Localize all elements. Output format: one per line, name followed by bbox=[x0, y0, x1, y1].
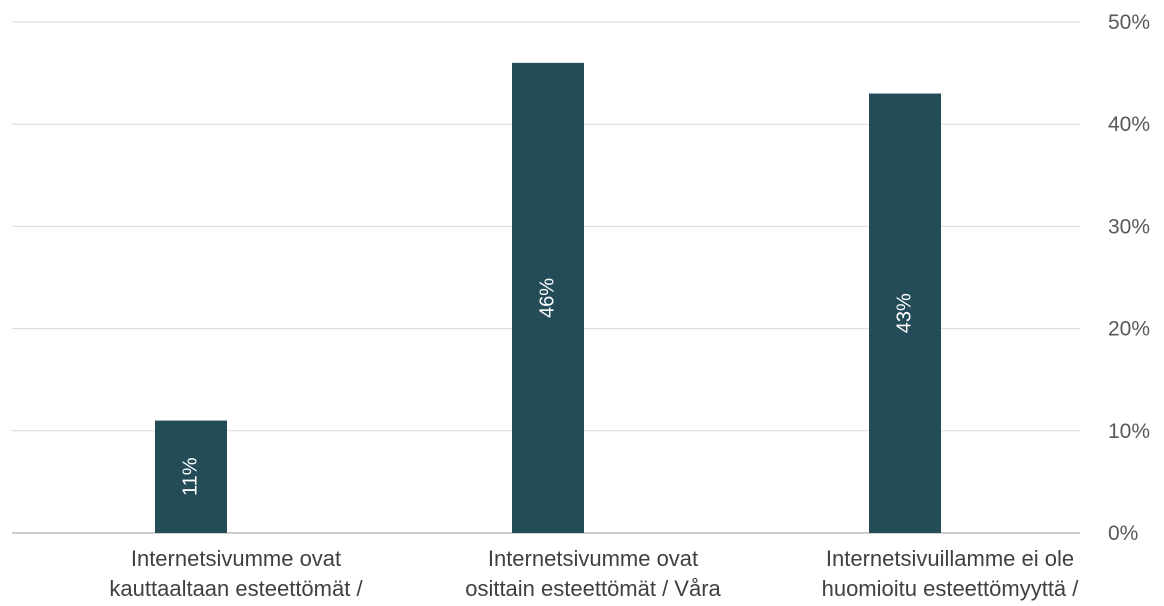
y-tick-label: 50% bbox=[1108, 11, 1150, 34]
category-label: osittain esteettömät / Våra bbox=[465, 576, 721, 601]
category-label: Internetsivumme ovat bbox=[131, 546, 341, 571]
y-tick-label: 40% bbox=[1108, 113, 1150, 136]
category-label: Internetsivumme ovat bbox=[488, 546, 698, 571]
bar bbox=[512, 62, 584, 533]
y-tick-label: 30% bbox=[1108, 215, 1150, 238]
bar bbox=[155, 420, 227, 533]
y-tick-label: 0% bbox=[1108, 522, 1138, 545]
y-axis-ticks: 0% 10% 20% 30% 40% 50% bbox=[1108, 11, 1150, 545]
y-tick-label: 10% bbox=[1108, 420, 1150, 443]
category-label: Internetsivuillamme ei ole bbox=[826, 546, 1074, 571]
y-tick-label: 20% bbox=[1108, 318, 1150, 341]
data-label: 46% bbox=[536, 278, 558, 318]
bar bbox=[869, 93, 941, 533]
data-label: 11% bbox=[179, 457, 201, 496]
x-axis-categories: Internetsivumme ovat kauttaaltaan esteett… bbox=[109, 546, 1079, 601]
category-label: kauttaaltaan esteettömät / bbox=[109, 576, 363, 601]
data-label: 43% bbox=[893, 293, 915, 333]
data-labels: 11% 46% 43% bbox=[179, 278, 915, 496]
category-label: huomioitu esteettömyyttä / bbox=[822, 576, 1080, 601]
bars bbox=[155, 62, 941, 533]
